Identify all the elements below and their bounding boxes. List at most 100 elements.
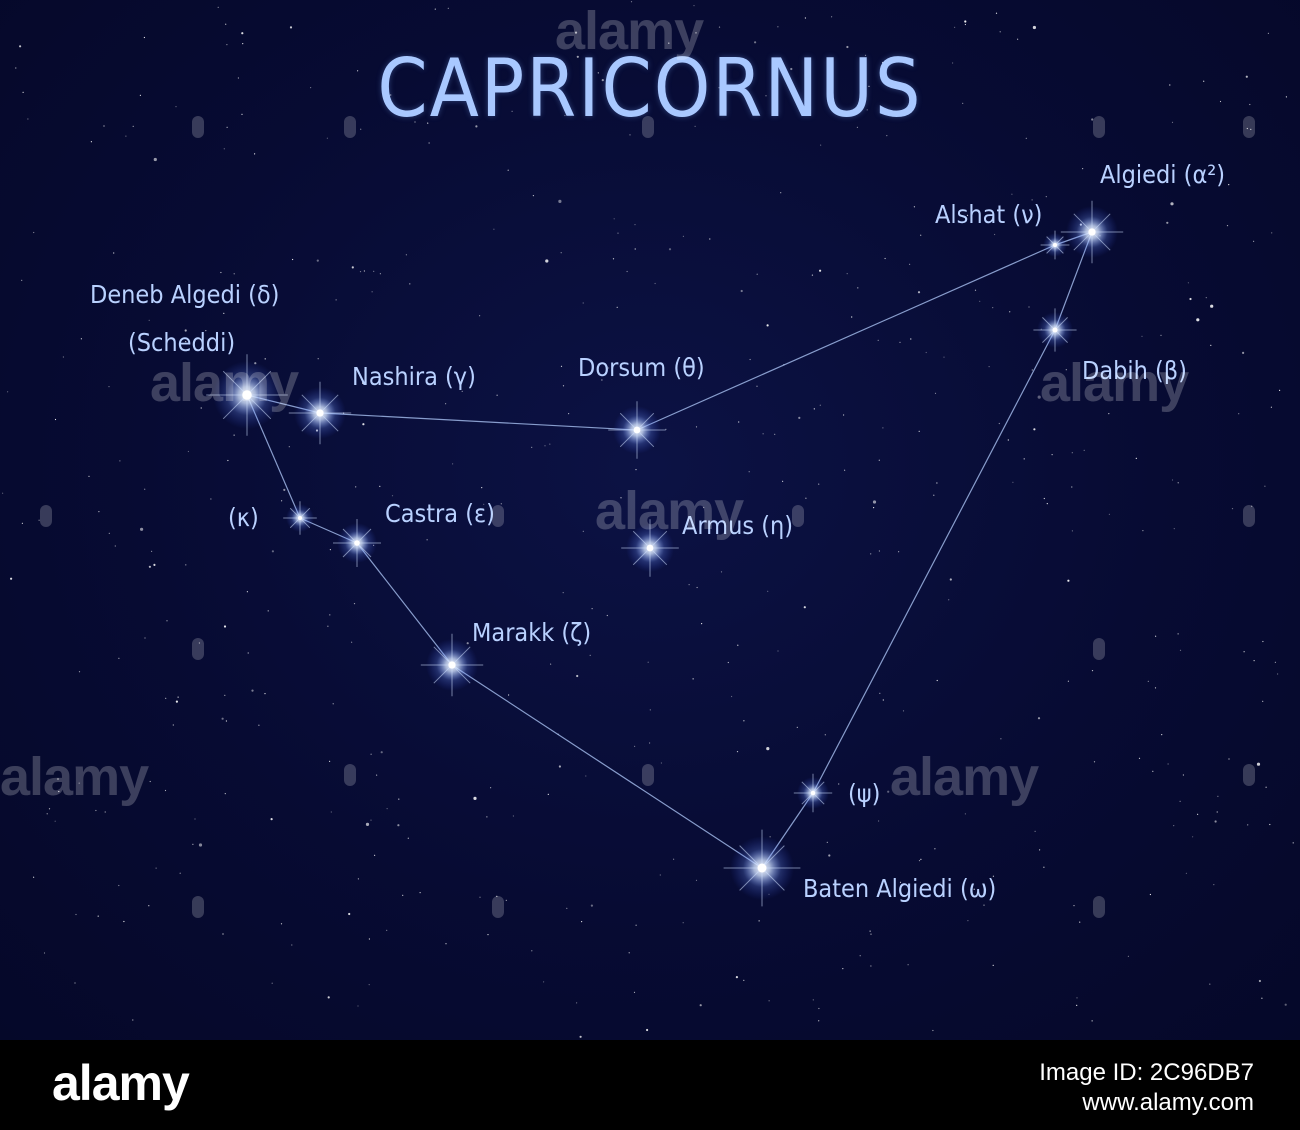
background-star: [907, 964, 909, 966]
background-star: [877, 339, 879, 341]
background-star: [1155, 635, 1157, 637]
background-star: [1269, 823, 1271, 826]
background-star: [143, 36, 145, 39]
background-star: [373, 270, 375, 272]
background-star: [139, 94, 141, 96]
background-star: [226, 44, 228, 46]
background-star: [74, 982, 76, 984]
background-star: [10, 577, 13, 580]
background-star: [58, 790, 60, 793]
background-star: [479, 896, 481, 898]
background-star: [582, 302, 584, 304]
background-star: [544, 445, 546, 447]
background-star: [887, 790, 890, 793]
background-star: [743, 979, 745, 982]
background-star: [549, 443, 551, 445]
background-star: [175, 106, 177, 108]
background-star: [882, 699, 884, 701]
background-star: [241, 113, 243, 115]
footer-bar: alamy Image ID: 2C96DB7 www.alamy.com: [0, 1040, 1300, 1130]
background-star: [205, 330, 207, 332]
background-star: [198, 843, 203, 847]
background-star: [878, 820, 880, 822]
background-star: [613, 218, 615, 220]
background-star: [846, 273, 848, 275]
background-star: [948, 599, 950, 601]
background-star: [718, 87, 720, 89]
background-star: [878, 550, 881, 552]
background-star: [512, 815, 515, 817]
background-star: [873, 507, 875, 509]
background-star: [357, 878, 359, 880]
star-label-armus: Armus (η): [682, 511, 794, 540]
background-star: [668, 42, 670, 44]
background-star: [1091, 1020, 1093, 1022]
background-star: [226, 126, 228, 128]
background-star: [682, 235, 685, 237]
background-star: [673, 858, 675, 860]
background-star: [473, 796, 477, 801]
background-star: [185, 564, 187, 566]
background-star: [718, 26, 721, 28]
background-star: [317, 358, 319, 360]
background-star: [1147, 680, 1149, 683]
background-star: [329, 760, 331, 763]
background-star: [1285, 96, 1287, 98]
background-star: [934, 848, 936, 850]
background-star: [699, 1004, 702, 1007]
background-star: [634, 248, 636, 250]
background-star: [1261, 997, 1263, 999]
background-star: [1247, 824, 1249, 826]
background-star: [225, 720, 227, 722]
background-star: [1185, 872, 1187, 875]
star-kappa: [283, 501, 317, 535]
background-star: [720, 571, 723, 573]
background-star: [289, 26, 293, 29]
star-label-dorsum: Dorsum (θ): [578, 353, 705, 382]
background-star: [119, 460, 121, 462]
star-nashira: [288, 381, 352, 445]
background-star: [735, 976, 739, 979]
background-star: [818, 1007, 820, 1010]
star-marakk: [420, 633, 484, 697]
background-star: [97, 915, 99, 917]
background-star: [1292, 842, 1294, 844]
background-star: [1238, 413, 1240, 415]
background-star: [754, 41, 757, 44]
background-star: [149, 780, 151, 783]
background-star: [879, 692, 881, 694]
background-star: [48, 808, 51, 810]
background-star: [964, 23, 967, 26]
background-star: [859, 955, 861, 957]
background-star: [75, 913, 77, 916]
background-star: [221, 717, 224, 720]
star-algiedi: [1060, 200, 1124, 264]
background-star: [258, 724, 260, 726]
background-star: [224, 694, 226, 697]
background-star: [56, 777, 60, 781]
background-star: [434, 8, 436, 10]
background-star: [597, 72, 599, 74]
background-star: [560, 365, 563, 367]
star-dorsum: [608, 401, 666, 459]
background-star: [1039, 849, 1041, 851]
background-star: [1246, 127, 1248, 130]
background-star: [118, 657, 120, 659]
background-star: [831, 16, 833, 18]
background-star: [461, 390, 463, 392]
background-star: [487, 934, 489, 936]
background-star: [95, 809, 97, 812]
background-star: [547, 793, 549, 796]
background-star: [78, 782, 80, 784]
background-stars: [1, 1, 1294, 1038]
background-star: [646, 1028, 649, 1032]
background-star: [1262, 640, 1264, 643]
background-star: [223, 148, 225, 150]
background-star: [654, 282, 656, 285]
background-star: [362, 423, 365, 426]
background-star: [668, 248, 672, 251]
background-star: [649, 742, 651, 744]
background-star: [475, 125, 478, 128]
background-star: [1160, 334, 1162, 336]
background-star: [576, 55, 579, 58]
